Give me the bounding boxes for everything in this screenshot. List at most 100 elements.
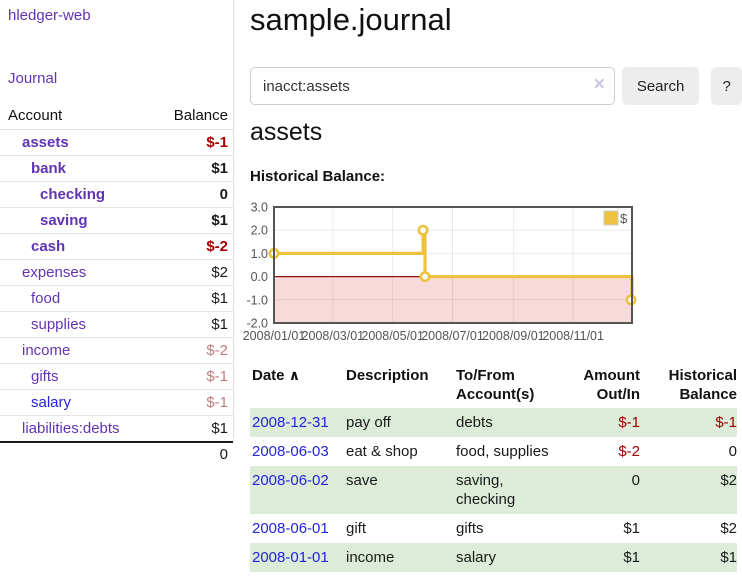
date-header-label: Date (252, 367, 285, 384)
cell-historical-balance: $2 (720, 472, 737, 489)
table-row: 2008-06-03 eat & shop food, supplies $-2 0 (250, 437, 737, 466)
cell-amount: $1 (623, 549, 640, 566)
search-bar: × Search ? (250, 67, 742, 105)
cell-description: eat & shop (346, 443, 418, 460)
transaction-date-link[interactable]: 2008-06-03 (252, 443, 329, 460)
cell-accounts: salary (456, 549, 497, 566)
account-balance: $1 (211, 290, 228, 307)
account-row: saving $1 (0, 208, 233, 234)
app-brand-link[interactable]: hledger-web (8, 7, 91, 24)
transaction-date-link[interactable]: 2008-06-01 (252, 520, 329, 537)
accounts-total-value: 0 (219, 446, 228, 463)
transaction-date-link[interactable]: 2008-12-31 (252, 414, 329, 431)
sidebar-item-journal[interactable]: Journal (8, 70, 58, 87)
account-row: checking 0 (0, 182, 233, 208)
account-balance: $1 (211, 316, 228, 333)
sidebar-account-link[interactable]: expenses (22, 264, 87, 281)
table-row: 2008-06-01 gift gifts $1 $2 (250, 514, 737, 543)
cell-amount: 0 (631, 472, 640, 489)
sidebar-account-link[interactable]: liabilities:debts (22, 420, 120, 437)
cell-description: pay off (346, 414, 391, 431)
account-balance: $1 (211, 212, 228, 229)
account-balance: $-2 (206, 342, 228, 359)
sidebar-account-link[interactable]: bank (31, 160, 67, 177)
legend-label: $ (620, 211, 628, 226)
account-row: cash $-2 (0, 234, 233, 260)
table-row: 2008-06-02 save saving, checking 0 $2 (250, 466, 737, 514)
x-tick-label: 2008/09/01 (482, 329, 545, 343)
account-row: food $1 (0, 286, 233, 312)
y-tick-label: 0.0 (251, 270, 268, 284)
sidebar-account-link[interactable]: food (31, 290, 61, 307)
sidebar-account-link[interactable]: assets (22, 134, 69, 151)
cell-historical-balance: $1 (720, 549, 737, 566)
cell-amount: $-1 (618, 414, 640, 431)
account-balance: $-1 (206, 394, 228, 411)
cell-amount: $1 (623, 520, 640, 537)
accounts-table: Account Balance assets $-1 bank $1 checking 0… (0, 104, 233, 466)
x-tick-label: 2008/11/01 (542, 329, 604, 343)
table-row: 2008-12-31 pay off debts $-1 $-1 (250, 408, 737, 437)
clear-search-icon[interactable]: × (593, 74, 605, 95)
account-balance: $-1 (206, 134, 228, 151)
plot-border (273, 206, 633, 324)
sort-ascending-icon: ∧ (288, 367, 301, 383)
cell-date: 2008-06-03 (250, 437, 346, 466)
table-row: 2008-01-01 income salary $1 $1 (250, 543, 737, 572)
negative-region (274, 276, 632, 323)
page-title: sample.journal (250, 2, 452, 37)
register-rows: 2008-12-31 pay off debts $-1 $-1 2008-06-03 ea… (250, 408, 737, 572)
cell-accounts: food, supplies (456, 443, 549, 460)
column-header-historical-balance: Historical Balance (668, 367, 737, 403)
x-tick-label: 2008/07/01 (421, 329, 484, 343)
sidebar-account-link[interactable]: cash (31, 238, 66, 255)
cell-date: 2008-12-31 (250, 408, 346, 437)
search-input-wrapper: × (250, 67, 615, 105)
y-tick-label: 1.0 (251, 247, 268, 261)
cell-date: 2008-01-01 (250, 543, 346, 572)
search-input[interactable] (250, 67, 615, 105)
column-header-date[interactable]: Date ∧ (250, 362, 346, 408)
transaction-date-link[interactable]: 2008-01-01 (252, 549, 329, 566)
account-balance: $2 (211, 264, 228, 281)
register-table: Date ∧ Description To/From Account(s) Am… (250, 362, 737, 572)
column-header-balance: Balance (173, 107, 228, 124)
cell-accounts: saving, checking (456, 472, 516, 508)
cell-historical-balance: 0 (728, 443, 737, 460)
cell-description: save (346, 472, 378, 489)
cell-amount: $-2 (618, 443, 640, 460)
cell-description: income (346, 549, 395, 566)
cell-historical-balance: $-1 (715, 414, 737, 431)
cell-date: 2008-06-01 (250, 514, 346, 543)
account-row: expenses $2 (0, 260, 233, 286)
account-balance: 0 (219, 186, 228, 203)
help-button[interactable]: ? (711, 67, 742, 105)
account-balance: $-2 (206, 238, 228, 255)
register-header-row: Date ∧ Description To/From Account(s) Am… (250, 362, 737, 408)
historical-balance-chart: 3.0 2.0 1.0 0.0 -1.0 -2.02008/01/012008/03/01… (243, 201, 637, 343)
search-button[interactable]: Search (621, 67, 700, 105)
account-row: supplies $1 (0, 312, 233, 338)
sidebar-account-link[interactable]: salary (31, 394, 72, 411)
accounts-table-header: Account Balance (0, 104, 233, 130)
account-heading: assets (250, 118, 323, 146)
transaction-date-link[interactable]: 2008-06-02 (252, 472, 329, 489)
sidebar-account-link[interactable]: gifts (31, 368, 59, 385)
cell-historical-balance: $2 (720, 520, 737, 537)
y-tick-label: 3.0 (251, 201, 268, 215)
y-tick-label: -2.0 (246, 317, 268, 331)
account-balance: $1 (211, 420, 228, 437)
cell-description: gift (346, 520, 367, 537)
account-row: assets $-1 (0, 130, 233, 156)
sidebar-account-link[interactable]: saving (40, 212, 88, 229)
x-tick-label: 2008/03/01 (302, 329, 365, 343)
main-content: sample.journal × Search ? assets Histori… (243, 0, 742, 582)
sidebar: hledger-web Journal Account Balance asse… (0, 0, 233, 463)
sidebar-account-link[interactable]: supplies (31, 316, 87, 333)
account-row: gifts $-1 (0, 364, 233, 390)
sidebar-account-link[interactable]: income (22, 342, 71, 359)
column-header-amount: Amount Out/In (583, 367, 640, 403)
accounts-rows: assets $-1 bank $1 checking 0 saving $1 cash $-2 e… (0, 130, 233, 441)
sidebar-divider (233, 0, 234, 438)
sidebar-account-link[interactable]: checking (40, 186, 106, 203)
